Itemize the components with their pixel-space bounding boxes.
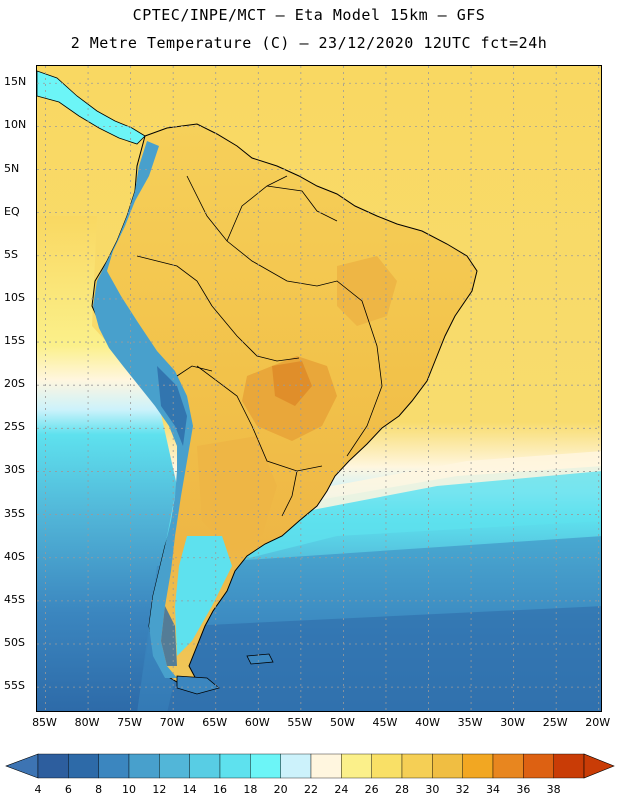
country-borders [136,175,383,517]
colorbar-swatch [250,753,281,779]
lat-tick-label: 35S [4,506,25,520]
colorbar-left-arrow [5,753,39,779]
colorbar-swatch [371,753,403,779]
lon-tick-label: 75W [117,716,143,729]
colorbar-tick-label: 14 [182,783,197,796]
colorbar-tick-label: 20 [273,783,288,796]
pacific-ocean-field [37,216,177,711]
colorbar-swatch [432,753,463,779]
lon-tick-label: 65W [202,716,228,729]
colorbar-tick-label: 36 [516,783,531,796]
colorbar-swatch [98,753,130,779]
colorbar-tick-label: 26 [364,783,379,796]
colorbar-swatch [341,753,372,779]
lat-tick-label: EQ [4,204,20,218]
subtropical-front-band [277,451,601,511]
colorbar-tick-label: 34 [486,783,500,796]
colorbar-tick-label: 10 [122,783,136,796]
lon-tick-label: 70W [159,716,185,729]
interior-hotspot [272,361,312,406]
lon-tick-label: 60W [244,716,270,729]
colorbar-swatch [492,753,524,779]
colorbar-swatch [280,753,312,779]
colorbar-tick-label: 12 [152,783,167,796]
map-panel [36,65,602,712]
colorbar-tick-label: 4 [34,783,42,796]
lon-tick-label: 80W [74,716,100,729]
chart-subtitle: 2 Metre Temperature (C) – 23/12/2020 12U… [70,34,548,52]
lat-tick-label: 25S [4,420,25,434]
colorbar-right-arrow [583,753,615,779]
lon-tick-label: 85W [32,716,57,729]
lat-tick-label: 40S [4,549,25,563]
northeast-warm-region [337,256,397,326]
chart-title: CPTEC/INPE/MCT – Eta Model 15km – GFS [132,6,486,24]
lon-tick-label: 40W [415,716,440,729]
colorbar-tick-label: 28 [395,783,409,796]
colorbar-tick-label: 22 [304,783,318,796]
mid-latitude-ocean-band [197,466,601,566]
lat-tick-label: 55S [4,679,25,693]
lat-tick-label: 20S [4,377,25,391]
colorbar-tick-label: 16 [213,783,227,796]
colorbar-swatch [37,753,69,779]
lat-tick-label: 5N [4,161,20,175]
colorbar-tick-label: 24 [334,783,349,796]
colorbar-swatch [310,753,342,779]
tierra-del-fuego [176,675,220,695]
colorbar-tick-label: 32 [455,783,470,796]
falkland-islands [246,653,274,665]
lat-tick-label: 10N [4,118,27,132]
lon-tick-label: 55W [287,716,313,729]
colorbar-swatch [462,753,494,779]
temperature-map [37,66,601,711]
lon-tick-label: 35W [457,716,483,729]
colorbar-swatch [219,753,251,779]
colorbar-tick-label: 6 [64,783,72,796]
colorbar-swatch [68,753,99,779]
andes-cold-strip [93,141,193,678]
lon-tick-label: 20W [585,716,611,729]
lon-tick-label: 25W [542,716,568,729]
colorbar-swatch [523,753,554,779]
colorbar-swatch [128,753,160,779]
lat-tick-label: 50S [4,635,25,649]
lat-tick-label: 5S [4,247,18,261]
colorbar-swatch [159,753,190,779]
lat-lon-grid [37,66,601,711]
lat-tick-label: 10S [4,290,25,304]
lat-tick-label: 15S [4,334,25,348]
colorbar-tick-label: 8 [95,783,103,796]
lon-tick-label: 30W [500,716,526,729]
colorbar-tick-label: 30 [425,783,440,796]
argentina-warm-region [197,436,277,546]
colorbar-swatch [553,753,585,779]
colorbar [5,753,615,779]
colorbar-tick-label: 18 [243,783,258,796]
central-america-land [37,70,146,145]
lon-tick-label: 45W [372,716,398,729]
southern-ocean-colder-band [167,606,601,711]
colorbar-swatch [189,753,221,779]
colorbar-tick-label: 38 [546,783,561,796]
andes-coldest-ridge [157,366,187,666]
lon-tick-label: 50W [329,716,355,729]
colorbar-swatch [401,753,433,779]
lat-tick-label: 30S [4,463,25,477]
patagonia-cool-region [175,536,232,656]
lat-tick-label: 15N [4,75,27,89]
lat-tick-label: 45S [4,592,25,606]
